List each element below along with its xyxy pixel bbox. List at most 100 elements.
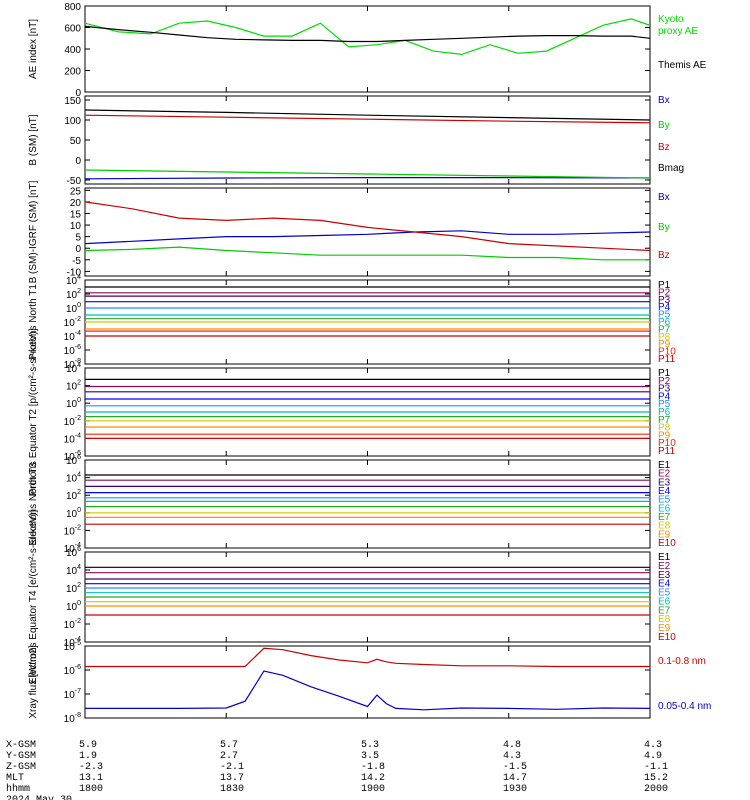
legend-p9: P9: [658, 430, 671, 441]
y-tick-label: 10-5: [64, 640, 81, 653]
orbit-value: 4.3: [644, 740, 662, 751]
legend-e4: E4: [658, 486, 671, 497]
panel-1: 800 600 400 200 0 AE index [nT] Kyoto proxy AE T…: [28, 2, 707, 99]
legend-by: By: [658, 222, 670, 233]
panel-frame: [84, 5, 651, 93]
y-tick-label: 0: [75, 244, 81, 255]
orbit-value: 3.5: [361, 751, 379, 762]
y-tick-label: 100: [66, 507, 81, 520]
orbit-value: 13.1: [79, 773, 103, 784]
orbit-row-label: Y-GSM: [6, 751, 36, 762]
legend-e3: E3: [658, 477, 671, 488]
legend-p8: P8: [658, 423, 671, 434]
legend-e6: E6: [658, 596, 671, 607]
y-tick-label: 25: [70, 186, 82, 197]
y-tick-label: 10-8: [64, 712, 81, 725]
orbit-value: 13.7: [220, 773, 244, 784]
y-tick-label: 200: [64, 67, 81, 78]
orbit-value: -2.3: [79, 762, 103, 773]
y-tick-label: 106: [66, 454, 81, 467]
legend-e7: E7: [658, 512, 671, 523]
legend-p9: P9: [658, 339, 671, 350]
y-tick-label: 10-7: [64, 688, 81, 701]
orbit-value: 14.2: [361, 773, 385, 784]
legend-e9: E9: [658, 623, 671, 634]
legend-p4: P4: [658, 391, 671, 402]
orbit-value: 5.9: [79, 740, 97, 751]
orbit-row-label: X-GSM: [6, 740, 36, 751]
legend-e2: E2: [658, 561, 671, 572]
y-tick-label: 10: [70, 221, 82, 232]
y-tick-label: 600: [64, 24, 81, 35]
y-tick-label: 104: [66, 362, 81, 375]
y-tick-label: 400: [64, 45, 81, 56]
y-tick-label: 20: [70, 198, 82, 209]
y-tick-label: 150: [64, 96, 81, 107]
y-tick-label: 10-2: [64, 415, 81, 428]
legend-p5: P5: [658, 310, 671, 321]
series-line-themis-ae: [84, 25, 651, 43]
orbit-value: 1800: [79, 784, 103, 795]
legend-p7: P7: [658, 415, 671, 426]
y-tick-label: 10-4: [64, 330, 81, 343]
orbit-value: 1930: [503, 784, 527, 795]
legend-e6: E6: [658, 503, 671, 514]
legend-p11: P11: [658, 446, 675, 457]
y-tick-label: 100: [64, 116, 81, 127]
y-tick-label: 102: [66, 288, 81, 301]
legend-e2: E2: [658, 469, 671, 480]
legend-p8: P8: [658, 332, 671, 343]
orbit-value: 2.7: [220, 751, 238, 762]
panel-2: 150 100 50 0 -50 B (SM) [nT] Bx By Bz Bmag: [28, 95, 684, 187]
legend-p1: P1: [658, 368, 671, 379]
legend-bx: Bx: [658, 95, 670, 106]
legend-kyoto-proxy-ae: Kyoto proxy AE: [658, 14, 698, 37]
y-tick-label: 10-6: [64, 344, 81, 357]
series-line-bx: [84, 177, 651, 180]
orbit-value: 2000: [644, 784, 668, 795]
legend-e10: E10: [658, 632, 676, 643]
legend-e8: E8: [658, 614, 671, 625]
legend-bz: Bz: [658, 250, 670, 261]
y-tick-label: 10-2: [64, 524, 81, 537]
y-tick-label: 104: [66, 564, 81, 577]
orbit-value: 5.7: [220, 740, 238, 751]
orbit-value: -1.5: [503, 762, 527, 773]
y-tick-label: 800: [64, 2, 81, 13]
series-line-bz: [84, 201, 651, 252]
orbit-value: 15.2: [644, 773, 668, 784]
legend-0-1-0-8-nm: 0.1-0.8 nm: [658, 656, 706, 667]
orbit-value: -2.1: [220, 762, 244, 773]
y-tick-label: 100: [66, 600, 81, 613]
legend-e5: E5: [658, 495, 671, 506]
legend-by: By: [658, 120, 670, 131]
y-tick-label: 102: [66, 489, 81, 502]
y-tick-label: 0: [75, 156, 81, 167]
orbit-row-label: Z-GSM: [6, 762, 36, 773]
legend-p3: P3: [658, 295, 671, 306]
legend-p10: P10: [658, 438, 676, 449]
orbit-value: 4.3: [503, 751, 521, 762]
y-tick-label: 104: [66, 274, 81, 287]
panel-frame: [84, 459, 651, 549]
y-tick-label: 5: [75, 233, 81, 244]
legend-bmag: Bmag: [658, 163, 684, 174]
series-line-kyoto-proxy-ae: [84, 18, 651, 56]
legend-bz: Bz: [658, 142, 670, 153]
y-axis-label: Protons North T1: [28, 284, 39, 360]
legend-e1: E1: [658, 460, 671, 471]
legend-e8: E8: [658, 521, 671, 532]
legend-p4: P4: [658, 302, 671, 313]
series-line-bx: [84, 230, 651, 245]
orbit-value: 1900: [361, 784, 385, 795]
y-axis-label: Xray flux [W/m2]: [28, 645, 39, 719]
legend-e4: E4: [658, 579, 671, 590]
y-tick-label: -50: [67, 176, 82, 187]
y-axis-label: B (SM)-IGRF (SM) [nT]: [28, 180, 39, 283]
date-label: 2024 May 30: [6, 795, 72, 800]
legend-bx: Bx: [658, 192, 670, 203]
